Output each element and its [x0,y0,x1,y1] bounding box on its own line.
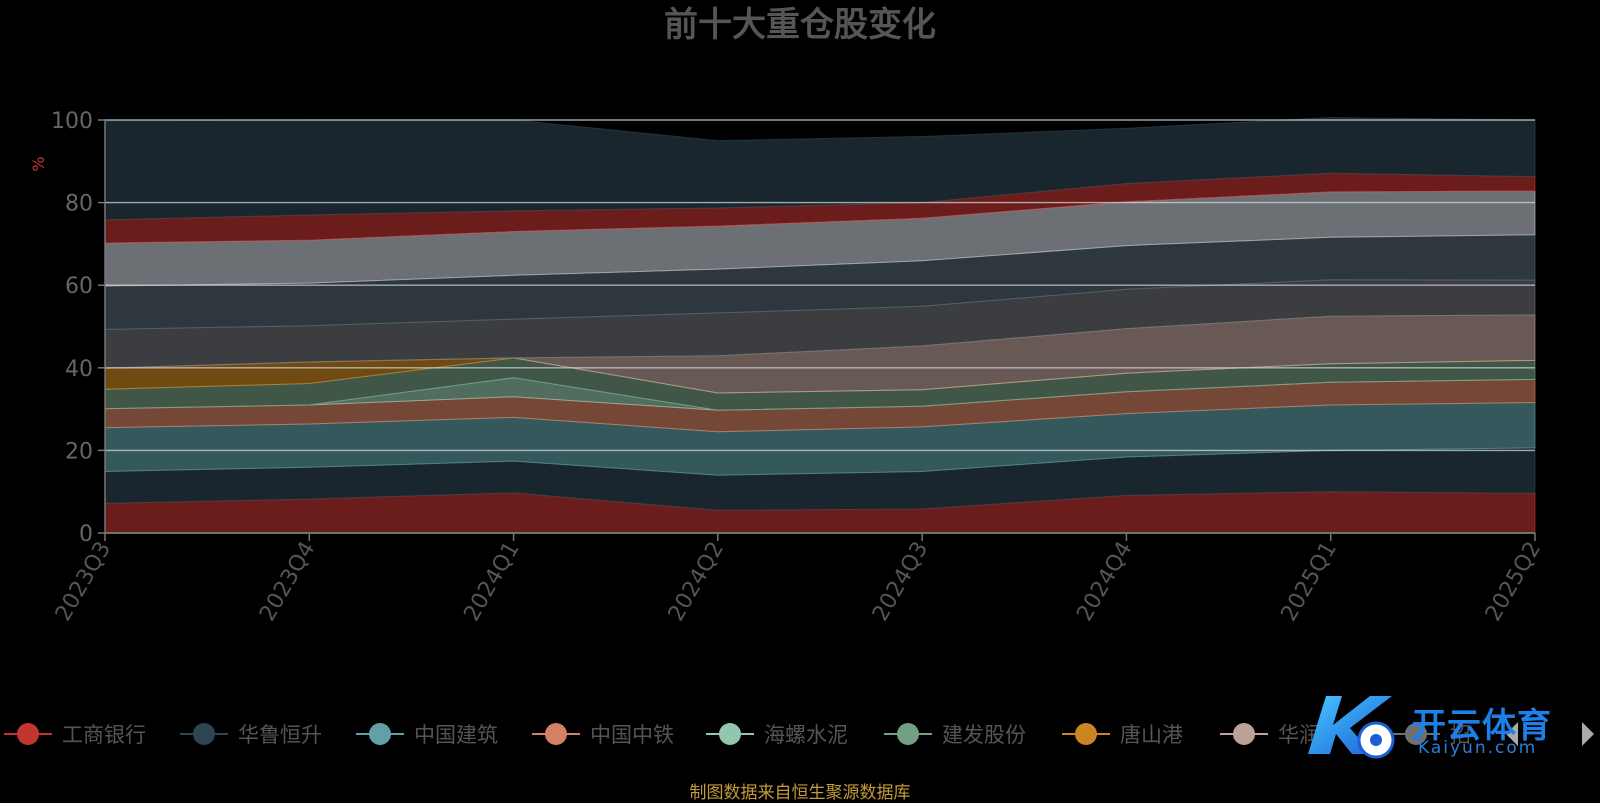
x-tick-label-4: 2024Q3 [868,538,933,626]
legend-label-3: 中国中铁 [590,723,674,747]
x-tick-label-1: 2023Q4 [255,538,320,626]
legend-label-5: 建发股份 [942,723,1026,747]
y-tick-label-20: 20 [65,439,93,464]
legend-label-more: 招 [1450,723,1471,747]
kaiyun-watermark: 开云体育 Kaiyun.com [1300,692,1570,762]
x-tick-label-7: 2025Q2 [1481,538,1546,626]
legend-label-2: 中国建筑 [414,723,498,747]
legend-marker-5 [897,723,919,745]
x-tick-label-5: 2024Q4 [1072,538,1137,626]
legend-label-6: 唐山港 [1120,723,1183,747]
legend-marker-6 [1075,723,1097,745]
legend-next-icon[interactable] [1582,722,1594,746]
legend-prev-icon[interactable] [1506,722,1518,746]
x-tick-label-2: 2024Q1 [459,538,524,626]
watermark-main-text: 开云体育 [1412,706,1552,746]
y-tick-label-60: 60 [65,274,93,299]
legend-marker-7 [1233,723,1255,745]
legend-marker-0 [17,723,39,745]
legend-label-4: 海螺水泥 [764,723,848,747]
legend-marker-4 [719,723,741,745]
y-axis-label: % [29,156,48,171]
legend-label-1: 华鲁恒升 [238,723,322,747]
kaiyun-logo-icon [1308,696,1395,759]
y-tick-label-100: 100 [51,109,93,134]
chart-title: 前十大重仓股变化 [664,5,936,45]
x-tick-label-3: 2024Q2 [664,538,729,626]
watermark-sub-text: Kaiyun.com [1418,738,1538,758]
y-tick-label-40: 40 [65,357,93,382]
legend-marker-2 [369,723,391,745]
legend-marker-3 [545,723,567,745]
source-note: 制图数据来自恒生聚源数据库 [689,783,911,803]
area-series-12 [104,116,1536,221]
x-tick-label-0: 2023Q3 [51,538,116,626]
y-tick-label-0: 0 [79,522,93,547]
legend-marker-more [1405,723,1427,745]
legend-marker-1 [193,723,215,745]
y-tick-label-80: 80 [65,192,93,217]
legend-label-0: 工商银行 [62,723,146,747]
x-tick-label-6: 2025Q1 [1277,538,1342,626]
